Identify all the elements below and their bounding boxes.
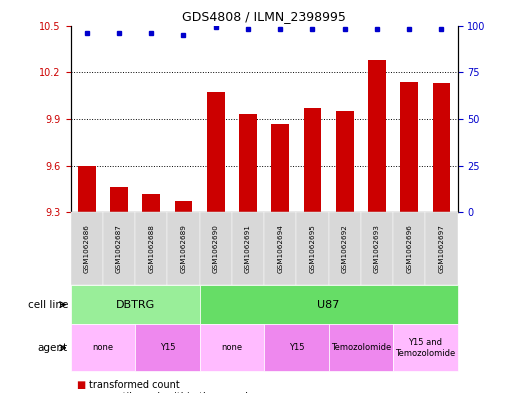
Text: GSM1062687: GSM1062687 <box>116 224 122 273</box>
Text: GSM1062686: GSM1062686 <box>84 224 90 273</box>
Text: cell line: cell line <box>28 299 68 310</box>
Text: Temozolomide: Temozolomide <box>331 343 391 352</box>
Text: GSM1062688: GSM1062688 <box>148 224 154 273</box>
Text: ■: ■ <box>76 392 85 393</box>
Text: U87: U87 <box>317 299 340 310</box>
Bar <box>433 83 450 212</box>
Text: GSM1062694: GSM1062694 <box>277 224 283 273</box>
Text: GSM1062697: GSM1062697 <box>438 224 445 273</box>
Bar <box>142 194 160 212</box>
Bar <box>207 92 224 212</box>
Text: Y15: Y15 <box>289 343 304 352</box>
Bar <box>401 82 418 212</box>
Text: none: none <box>92 343 113 352</box>
Text: ■: ■ <box>76 380 85 390</box>
Bar <box>175 201 192 212</box>
Text: percentile rank within the sample: percentile rank within the sample <box>89 392 254 393</box>
Text: GSM1062691: GSM1062691 <box>245 224 251 273</box>
Text: GSM1062695: GSM1062695 <box>310 224 315 273</box>
Text: DBTRG: DBTRG <box>116 299 155 310</box>
Title: GDS4808 / ILMN_2398995: GDS4808 / ILMN_2398995 <box>182 10 346 23</box>
Text: GSM1062693: GSM1062693 <box>374 224 380 273</box>
Text: transformed count: transformed count <box>89 380 180 390</box>
Bar <box>110 187 128 212</box>
Bar <box>368 60 386 212</box>
Text: agent: agent <box>38 343 68 353</box>
Text: Y15: Y15 <box>160 343 175 352</box>
Bar <box>239 114 257 212</box>
Text: GSM1062689: GSM1062689 <box>180 224 187 273</box>
Text: GSM1062690: GSM1062690 <box>213 224 219 273</box>
Text: GSM1062696: GSM1062696 <box>406 224 412 273</box>
Bar <box>271 123 289 212</box>
Bar <box>336 111 354 212</box>
Bar <box>304 108 321 212</box>
Bar <box>78 165 96 212</box>
Text: GSM1062692: GSM1062692 <box>342 224 348 273</box>
Text: none: none <box>221 343 243 352</box>
Text: Y15 and
Temozolomide: Y15 and Temozolomide <box>395 338 456 358</box>
